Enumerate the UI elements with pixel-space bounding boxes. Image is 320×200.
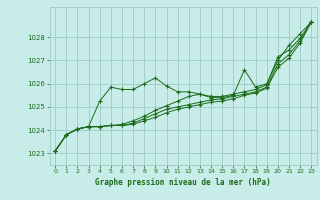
X-axis label: Graphe pression niveau de la mer (hPa): Graphe pression niveau de la mer (hPa) xyxy=(95,178,271,187)
